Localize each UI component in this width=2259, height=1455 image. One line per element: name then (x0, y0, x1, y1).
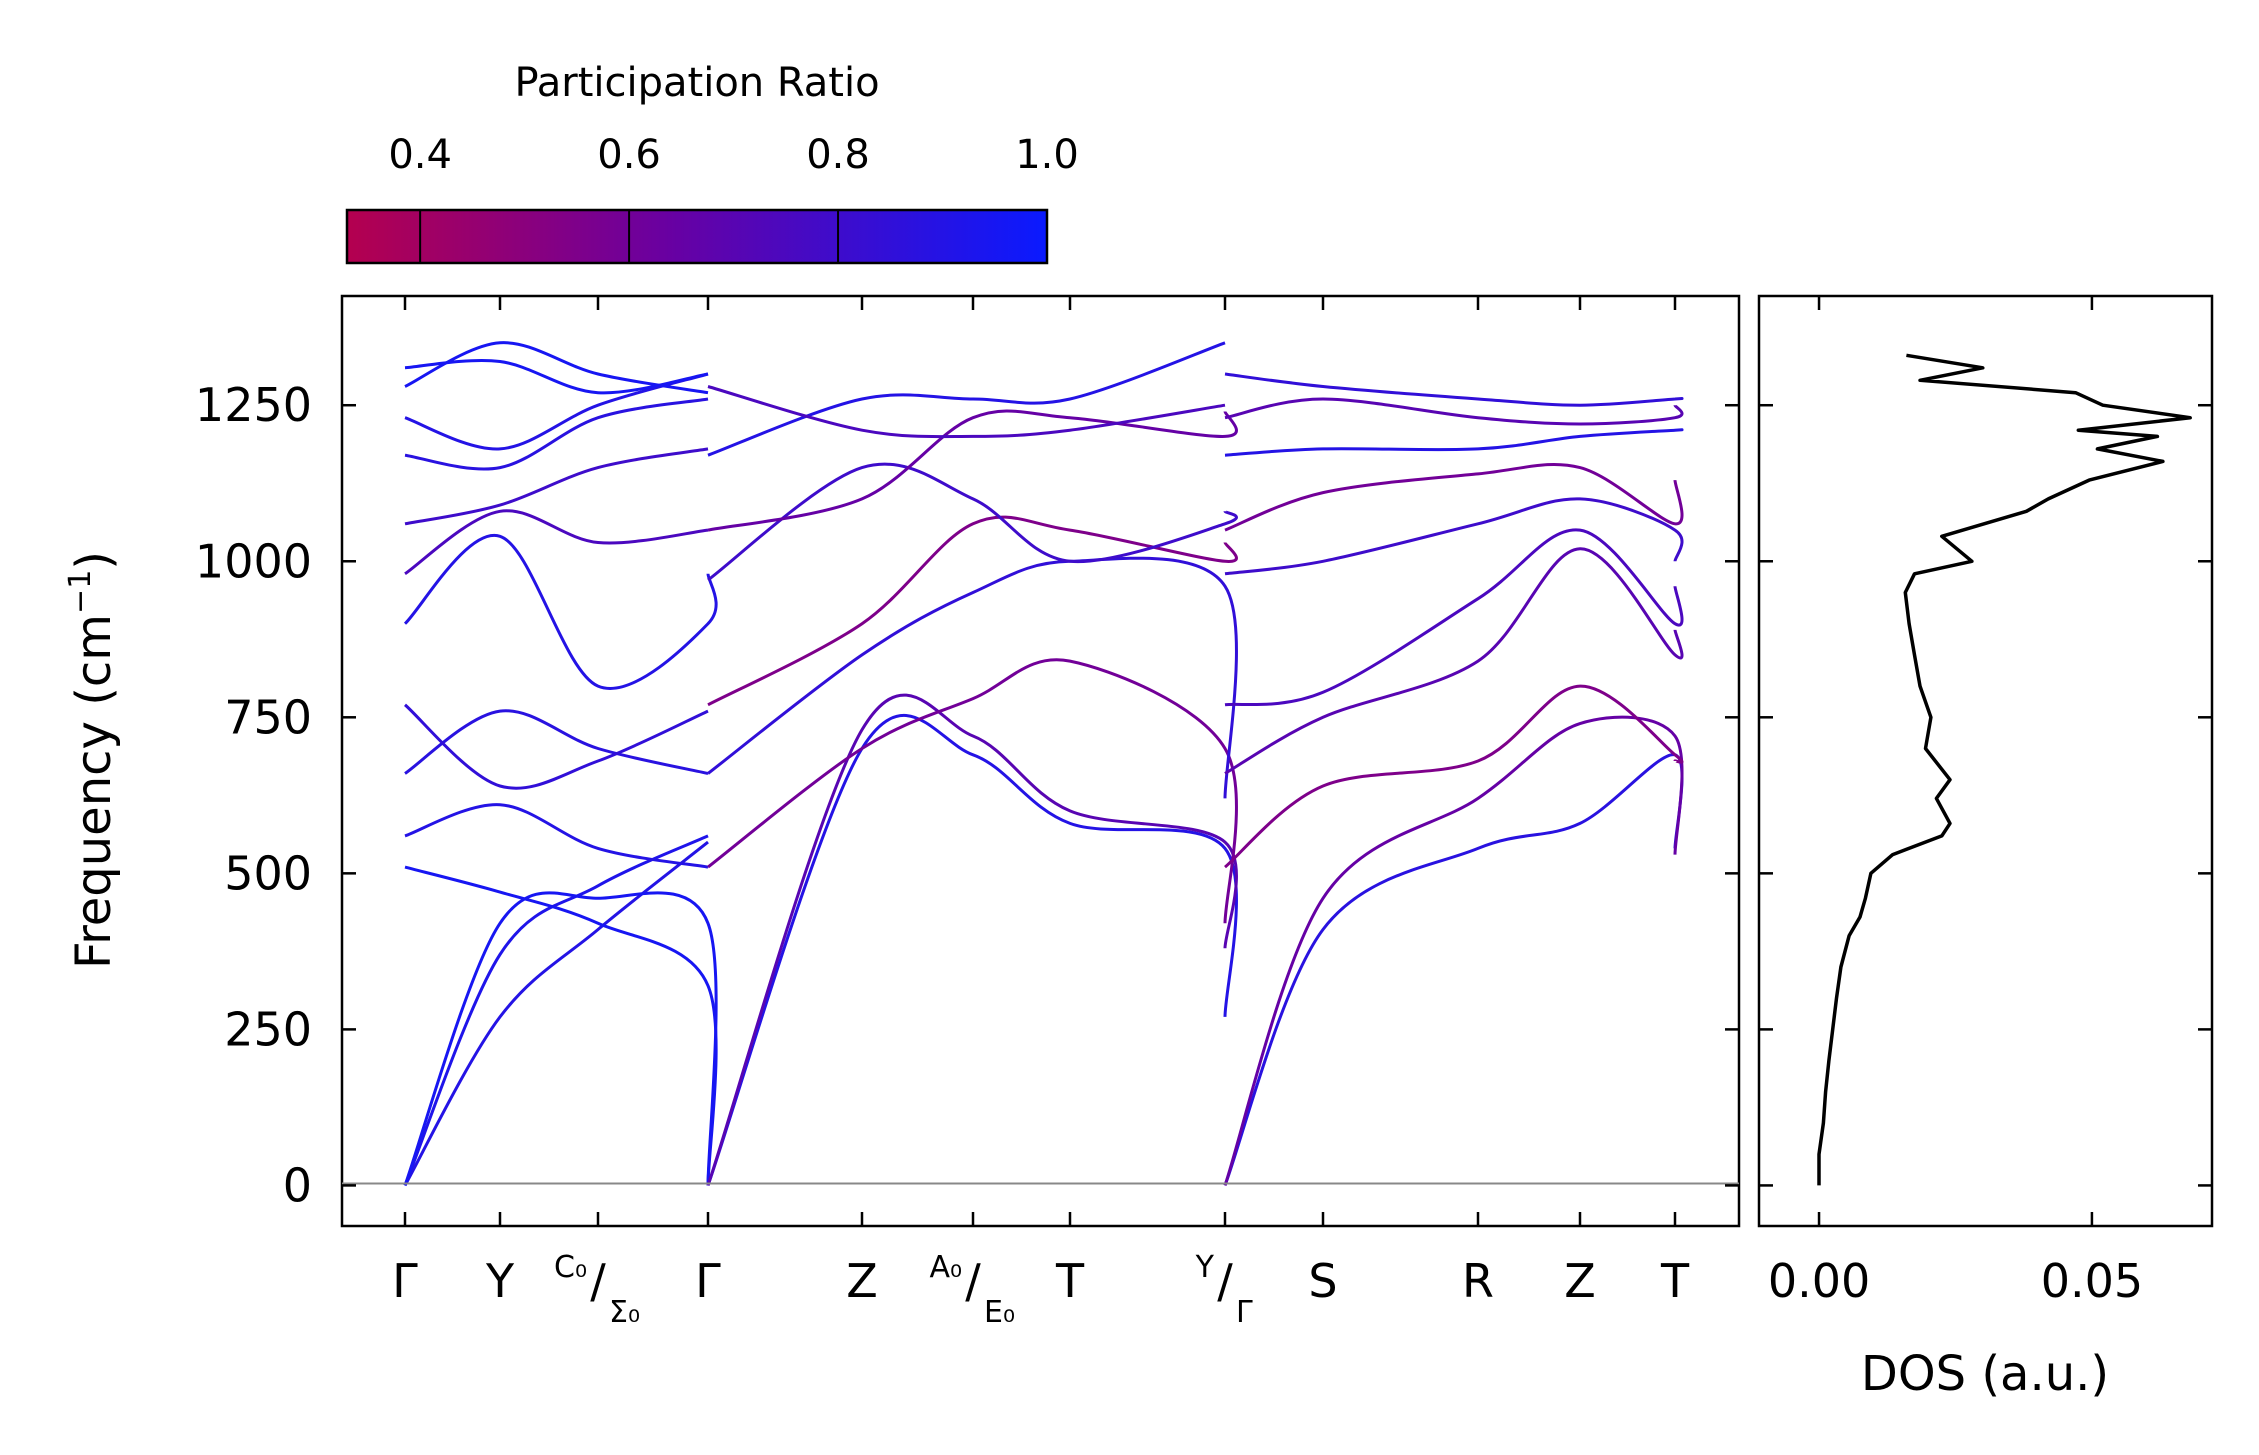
band-line (706, 693, 1238, 1186)
colorbar-ticks: 0.4 0.6 0.8 1.0 (388, 132, 1079, 263)
kpath-label-slash: / (1217, 1254, 1233, 1308)
kpath-label-post: Σ₀ (609, 1295, 640, 1330)
kpath-label: Z (1564, 1254, 1596, 1308)
kpath-label-post: E₀ (984, 1295, 1015, 1330)
band-line (404, 372, 709, 451)
band-lines (403, 341, 1684, 1187)
band-line (404, 703, 709, 790)
kpath-label: T (1660, 1254, 1690, 1308)
band-line (404, 397, 709, 471)
kpath-label: Γ (695, 1254, 721, 1308)
band-line (403, 533, 718, 690)
kpath-label: Γ (392, 1254, 418, 1308)
y-tick-label: 250 (224, 1002, 312, 1056)
band-line (1223, 715, 1684, 1186)
band-line (707, 658, 1238, 924)
colorbar-tick-label: 1.0 (1015, 132, 1079, 178)
dos-x-tick-label: 0.05 (2041, 1254, 2143, 1308)
kpath-label-pre: Y (1195, 1250, 1215, 1285)
colorbar-tick-label: 0.8 (806, 132, 870, 178)
dos-x-axis-title: DOS (a.u.) (1861, 1346, 2109, 1402)
band-line (1224, 397, 1684, 426)
band-line (707, 341, 1226, 457)
kpath-label-post: Γ (1236, 1295, 1253, 1330)
dos-ticks: 0.00 0.05 (1759, 296, 2212, 1308)
kpath-label-pre: A₀ (929, 1250, 962, 1285)
colorbar-tick-label: 0.4 (388, 132, 452, 178)
y-tick-label: 500 (224, 846, 312, 900)
dos-plot-frame (1757, 294, 2214, 1228)
band-line (1224, 684, 1684, 869)
band-line (707, 515, 1238, 707)
colorbar-gradient (345, 208, 1049, 265)
kpath-labels: Γ Y C₀/Σ₀Γ Z A₀/E₀T Y/ΓS R Z T (392, 1250, 1690, 1330)
y-axis-title: Frequency (cm−1) (63, 551, 122, 969)
kpath-label: S (1308, 1254, 1337, 1308)
band-ticks: 0 250 500 750 1000 1250 (195, 296, 1739, 1226)
kpath-label-split: A₀/E₀ (929, 1250, 1015, 1330)
y-tick-label: 1250 (195, 378, 312, 432)
band-line (707, 556, 1238, 799)
kpath-label-pre: C₀ (554, 1250, 587, 1285)
band-line (404, 358, 709, 395)
kpath-label: Y (485, 1254, 515, 1308)
band-line (1224, 497, 1684, 576)
kpath-label: T (1055, 1254, 1085, 1308)
band-line (1224, 428, 1684, 457)
band-line (403, 840, 709, 1187)
band-line (1224, 372, 1684, 407)
band-line (404, 509, 709, 576)
y-tick-label: 750 (224, 690, 312, 744)
kpath-label: Z (846, 1254, 878, 1308)
dos-curve (1817, 353, 2192, 1186)
band-line (404, 865, 718, 1186)
kpath-label-slash: / (965, 1254, 981, 1308)
band-line (404, 447, 709, 526)
band-line (1224, 547, 1684, 775)
y-tick-label: 0 (283, 1158, 312, 1212)
band-line (707, 385, 1226, 439)
band-line (707, 462, 1238, 582)
dos-x-tick-label: 0.00 (1768, 1254, 1870, 1308)
dos-plot: 0.00 0.05 DOS (a.u.) (1757, 294, 2214, 1402)
y-tick-label: 1000 (195, 534, 312, 588)
colorbar-tick-label: 0.6 (597, 132, 661, 178)
band-line (1224, 462, 1684, 532)
band-line (707, 409, 1238, 532)
kpath-label-split: C₀/Σ₀ (554, 1250, 640, 1330)
kpath-label: R (1462, 1254, 1494, 1308)
kpath-label-split: Y/Γ (1195, 1250, 1253, 1330)
colorbar: Participation Ratio 0.4 0.6 0.8 1.0 (345, 60, 1079, 265)
colorbar-title: Participation Ratio (514, 60, 879, 106)
band-line (404, 709, 709, 775)
band-line (1224, 528, 1684, 707)
band-plot-frame (340, 294, 1741, 1228)
kpath-label-slash: / (590, 1254, 606, 1308)
band-line (706, 713, 1238, 1186)
band-line (404, 803, 709, 869)
